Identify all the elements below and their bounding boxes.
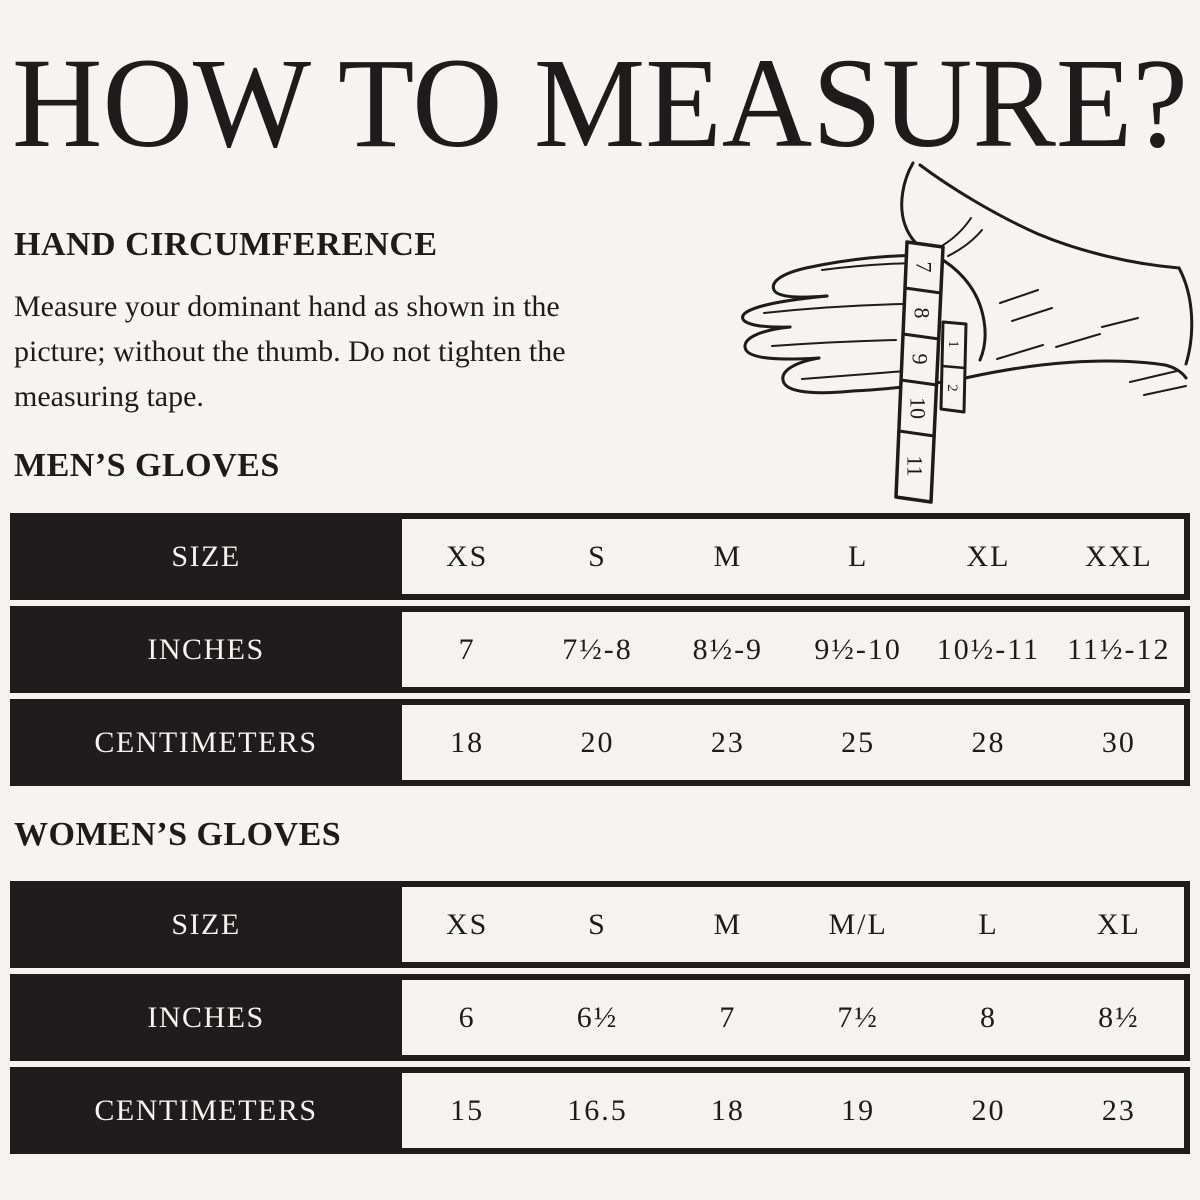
value-cell: 23 (1101, 1093, 1136, 1127)
mens-gloves-table: SIZE XS S M L XL XXL INCHES 7 7½-8 8½-9 … (10, 513, 1190, 792)
value-cell: 15 (450, 1093, 485, 1127)
value-cell: 16.5 (567, 1093, 628, 1127)
row-label-centimeters: CENTIMETERS (94, 725, 318, 759)
value-cell: 8½-9 (692, 632, 764, 666)
value-cell: XXL (1084, 539, 1153, 573)
mens-centimeters-row: CENTIMETERS 18 20 23 25 28 30 (10, 699, 1190, 786)
value-cell: XL (966, 539, 1011, 573)
value-cell: 8½ (1098, 1000, 1140, 1034)
hand-circumference-heading: HAND CIRCUMFERENCE (14, 226, 438, 263)
value-cell: 11½-12 (1067, 632, 1171, 666)
row-label-size: SIZE (171, 907, 241, 941)
value-cell: 20 (971, 1093, 1006, 1127)
value-cell: L (847, 539, 869, 573)
value-cell: 6 (458, 1000, 476, 1034)
mens-gloves-heading: MEN’S GLOVES (14, 447, 280, 484)
row-label-inches: INCHES (147, 1000, 265, 1034)
womens-gloves-heading: WOMEN’S GLOVES (14, 816, 342, 853)
row-values: XS S M L XL XXL (402, 519, 1184, 594)
row-values: 7 7½-8 8½-9 9½-10 10½-11 11½-12 (402, 612, 1184, 687)
row-values: XS S M M/L L XL (402, 887, 1184, 962)
value-cell: 7½ (837, 1000, 879, 1034)
value-cell: 8 (979, 1000, 997, 1034)
row-label-centimeters: CENTIMETERS (94, 1093, 318, 1127)
value-cell: 18 (710, 1093, 745, 1127)
value-cell: M/L (828, 907, 888, 941)
value-cell: XL (1096, 907, 1141, 941)
value-cell: L (978, 907, 999, 941)
row-values: 18 20 23 25 28 30 (402, 705, 1184, 780)
instructions-line-1: Measure your dominant hand as shown in t… (14, 290, 560, 323)
tape-side-number-2: 2 (944, 384, 960, 392)
tape-number-8: 8 (910, 308, 935, 319)
value-cell: XS (445, 539, 489, 573)
value-cell: 28 (971, 725, 1006, 759)
womens-inches-row: INCHES 6 6½ 7 7½ 8 8½ (10, 974, 1190, 1061)
value-cell: 6½ (576, 1000, 619, 1034)
page-title: HOW TO MEASURE? (12, 42, 1188, 164)
value-cell: 7½-8 (562, 632, 633, 666)
value-cell: 9½-10 (814, 632, 902, 666)
value-cell: M (713, 907, 743, 941)
row-values: 6 6½ 7 7½ 8 8½ (402, 980, 1184, 1055)
row-values: 15 16.5 18 19 20 23 (402, 1073, 1184, 1148)
womens-size-row: SIZE XS S M M/L L XL (10, 881, 1190, 968)
page-title-text: HOW TO MEASURE? (12, 42, 1188, 164)
value-cell: 19 (841, 1093, 876, 1127)
measuring-tape-side-band: 1 2 (939, 320, 968, 414)
tape-number-10: 10 (906, 397, 931, 419)
value-cell: 7 (458, 632, 476, 666)
row-label-inches: INCHES (147, 632, 265, 666)
value-cell: XS (445, 907, 489, 941)
value-cell: 25 (841, 725, 876, 759)
value-cell: 10½-11 (936, 632, 1041, 666)
value-cell: 18 (450, 725, 485, 759)
value-cell: 20 (580, 725, 615, 759)
value-cell: 7 (719, 1000, 737, 1034)
value-cell: S (588, 539, 607, 573)
value-cell: M (713, 539, 743, 573)
row-label-size: SIZE (171, 539, 241, 573)
tape-number-11: 11 (903, 455, 928, 476)
tape-number-9: 9 (908, 354, 933, 365)
mens-inches-row: INCHES 7 7½-8 8½-9 9½-10 10½-11 11½-12 (10, 606, 1190, 693)
value-cell: 30 (1101, 725, 1136, 759)
hand-measuring-tape-illustration: 1 2 7 8 9 10 11 (741, 161, 1194, 504)
womens-gloves-table: SIZE XS S M M/L L XL INCHES 6 6½ 7 7½ 8 … (10, 881, 1190, 1160)
instructions-line-3: measuring tape. (14, 380, 204, 413)
mens-size-row: SIZE XS S M L XL XXL (10, 513, 1190, 600)
hand-instructions: Measure your dominant hand as shown in t… (14, 284, 566, 419)
value-cell: S (588, 907, 607, 941)
instructions-line-2: picture; without the thumb. Do not tight… (14, 335, 566, 368)
womens-centimeters-row: CENTIMETERS 15 16.5 18 19 20 23 (10, 1067, 1190, 1154)
hand-outline (741, 161, 1194, 396)
tape-number-7: 7 (912, 262, 937, 273)
value-cell: 23 (710, 725, 745, 759)
tape-side-number-1: 1 (945, 340, 961, 348)
measuring-tape-front-band: 7 8 9 10 11 (894, 240, 945, 504)
